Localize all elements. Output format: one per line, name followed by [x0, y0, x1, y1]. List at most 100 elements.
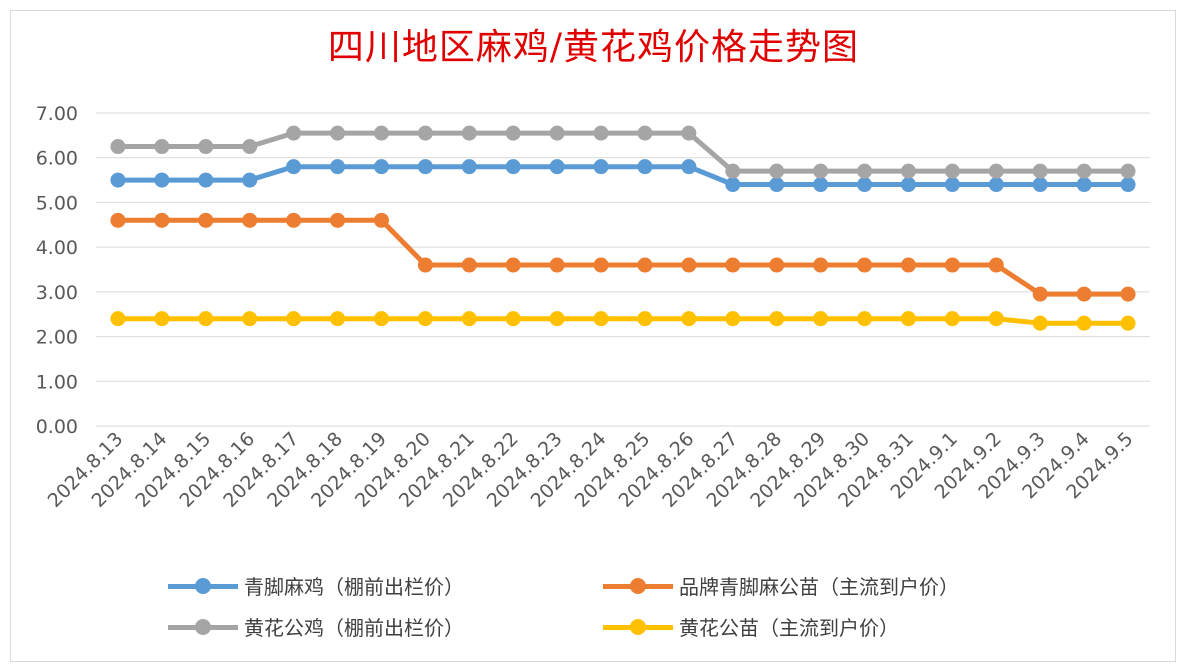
series-0 — [110, 159, 1136, 193]
y-tick-label-4: 4.00 — [36, 237, 78, 259]
series-3-point-22 — [1076, 315, 1092, 331]
legend-label-1: 品牌青脚麻公苗（主流到户价） — [679, 575, 959, 599]
series-1-point-18 — [900, 257, 916, 273]
series-3-point-18 — [900, 311, 916, 327]
series-0-point-15 — [769, 177, 785, 193]
x-axis-ticks: 2024.8.132024.8.142024.8.152024.8.162024… — [44, 428, 1138, 512]
series-0-point-10 — [549, 159, 565, 175]
series-1-point-1 — [154, 212, 170, 228]
series-1-point-5 — [330, 212, 346, 228]
gridlines — [96, 112, 1150, 427]
y-tick-label-7: 7.00 — [36, 103, 78, 125]
series-0-point-8 — [461, 159, 477, 175]
legend-item-2: 黄花公鸡（棚前出栏价） — [168, 612, 464, 641]
series-1-point-13 — [681, 257, 697, 273]
legend-label-3: 黄花公苗（主流到户价） — [679, 616, 899, 640]
y-tick-label-6: 6.00 — [36, 148, 78, 170]
series-0-point-5 — [330, 159, 346, 175]
series-0-point-12 — [637, 159, 653, 175]
series-1-point-19 — [944, 257, 960, 273]
series-0-point-11 — [593, 159, 609, 175]
chart-area — [10, 10, 1176, 662]
series-0-point-20 — [988, 177, 1004, 193]
legend-label-0: 青脚麻鸡（棚前出栏价） — [244, 575, 464, 599]
legend-item-1: 品牌青脚麻公苗（主流到户价） — [603, 571, 959, 600]
series-0-point-23 — [1120, 177, 1136, 193]
series-0-point-3 — [242, 172, 258, 188]
series-2-point-21 — [1032, 163, 1048, 179]
series-2-point-13 — [681, 125, 697, 141]
series-2-point-22 — [1076, 163, 1092, 179]
series-2-point-15 — [769, 163, 785, 179]
series-0-point-1 — [154, 172, 170, 188]
series-3-point-20 — [988, 311, 1004, 327]
y-tick-label-3: 3.00 — [36, 282, 78, 304]
series-0-point-4 — [286, 159, 302, 175]
series-0-point-0 — [110, 172, 126, 188]
series-lines — [110, 125, 1136, 331]
series-2-point-10 — [549, 125, 565, 141]
series-2-point-14 — [725, 163, 741, 179]
series-0-point-7 — [417, 159, 433, 175]
series-1-point-23 — [1120, 286, 1136, 302]
series-1-point-22 — [1076, 286, 1092, 302]
series-1-point-17 — [857, 257, 873, 273]
series-2-point-7 — [417, 125, 433, 141]
series-3-point-5 — [330, 311, 346, 327]
series-2-point-19 — [944, 163, 960, 179]
legend-item-3: 黄花公苗（主流到户价） — [603, 612, 899, 641]
series-3-point-9 — [505, 311, 521, 327]
series-0-point-19 — [944, 177, 960, 193]
series-0-point-16 — [813, 177, 829, 193]
series-1-point-4 — [286, 212, 302, 228]
series-3-point-13 — [681, 311, 697, 327]
series-2-point-16 — [813, 163, 829, 179]
series-2-point-8 — [461, 125, 477, 141]
series-0-point-6 — [373, 159, 389, 175]
legend-swatch-0 — [168, 575, 238, 597]
series-3-point-16 — [813, 311, 829, 327]
series-2-point-3 — [242, 139, 258, 155]
series-1-point-2 — [198, 212, 214, 228]
y-tick-label-2: 2.00 — [36, 327, 78, 349]
series-0-point-18 — [900, 177, 916, 193]
series-2-point-17 — [857, 163, 873, 179]
y-axis-ticks: 0.00 1.00 2.00 3.00 4.00 5.00 6.00 7.00 — [36, 103, 78, 438]
series-2-point-9 — [505, 125, 521, 141]
series-3-point-0 — [110, 311, 126, 327]
series-line-1 — [118, 217, 1128, 297]
series-2-point-20 — [988, 163, 1004, 179]
series-1-point-16 — [813, 257, 829, 273]
y-tick-label-0: 0.00 — [36, 416, 78, 438]
series-3-point-15 — [769, 311, 785, 327]
series-3 — [110, 311, 1136, 331]
series-2-point-4 — [286, 125, 302, 141]
series-3-point-6 — [373, 311, 389, 327]
legend-item-0: 青脚麻鸡（棚前出栏价） — [168, 571, 464, 600]
series-1-point-15 — [769, 257, 785, 273]
series-3-point-3 — [242, 311, 258, 327]
series-2-point-5 — [330, 125, 346, 141]
series-2-point-6 — [373, 125, 389, 141]
chart-title: 四川地区麻鸡/黄花鸡价格走势图 — [327, 27, 860, 68]
series-3-point-14 — [725, 311, 741, 327]
series-2-point-11 — [593, 125, 609, 141]
series-1-point-12 — [637, 257, 653, 273]
series-0-point-2 — [198, 172, 214, 188]
series-3-point-23 — [1120, 315, 1136, 331]
series-1 — [110, 212, 1136, 302]
series-1-point-0 — [110, 212, 126, 228]
legend-swatch-2 — [168, 616, 238, 638]
series-3-point-2 — [198, 311, 214, 327]
series-3-point-7 — [417, 311, 433, 327]
series-0-point-9 — [505, 159, 521, 175]
legend-label-2: 黄花公鸡（棚前出栏价） — [244, 616, 464, 640]
series-0-point-14 — [725, 177, 741, 193]
series-0-point-13 — [681, 159, 697, 175]
series-1-point-6 — [373, 212, 389, 228]
y-tick-label-1: 1.00 — [36, 371, 78, 393]
series-2-point-23 — [1120, 163, 1136, 179]
series-1-point-8 — [461, 257, 477, 273]
series-1-point-21 — [1032, 286, 1048, 302]
